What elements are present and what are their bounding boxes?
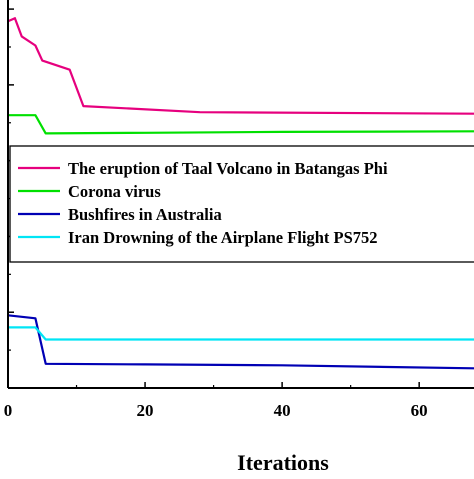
legend-label: Iran Drowning of the Airplane Flight PS7…: [68, 228, 378, 247]
x-tick-label: 60: [411, 401, 428, 420]
series-line-3: [7, 314, 474, 370]
legend-box: [9, 145, 474, 263]
x-tick-label: 40: [274, 401, 291, 420]
series-line-1: [7, 17, 474, 115]
legend-label: The eruption of Taal Volcano in Batangas…: [68, 159, 388, 178]
x-axis-title: Iterations: [237, 450, 329, 474]
series-line-4: [8, 326, 474, 341]
x-tick-label: 20: [137, 401, 154, 420]
series-line-2: [8, 114, 474, 135]
legend-label: Corona virus: [68, 182, 161, 201]
legend-label: Bushfires in Australia: [68, 205, 222, 224]
x-tick-label: 0: [4, 401, 13, 420]
